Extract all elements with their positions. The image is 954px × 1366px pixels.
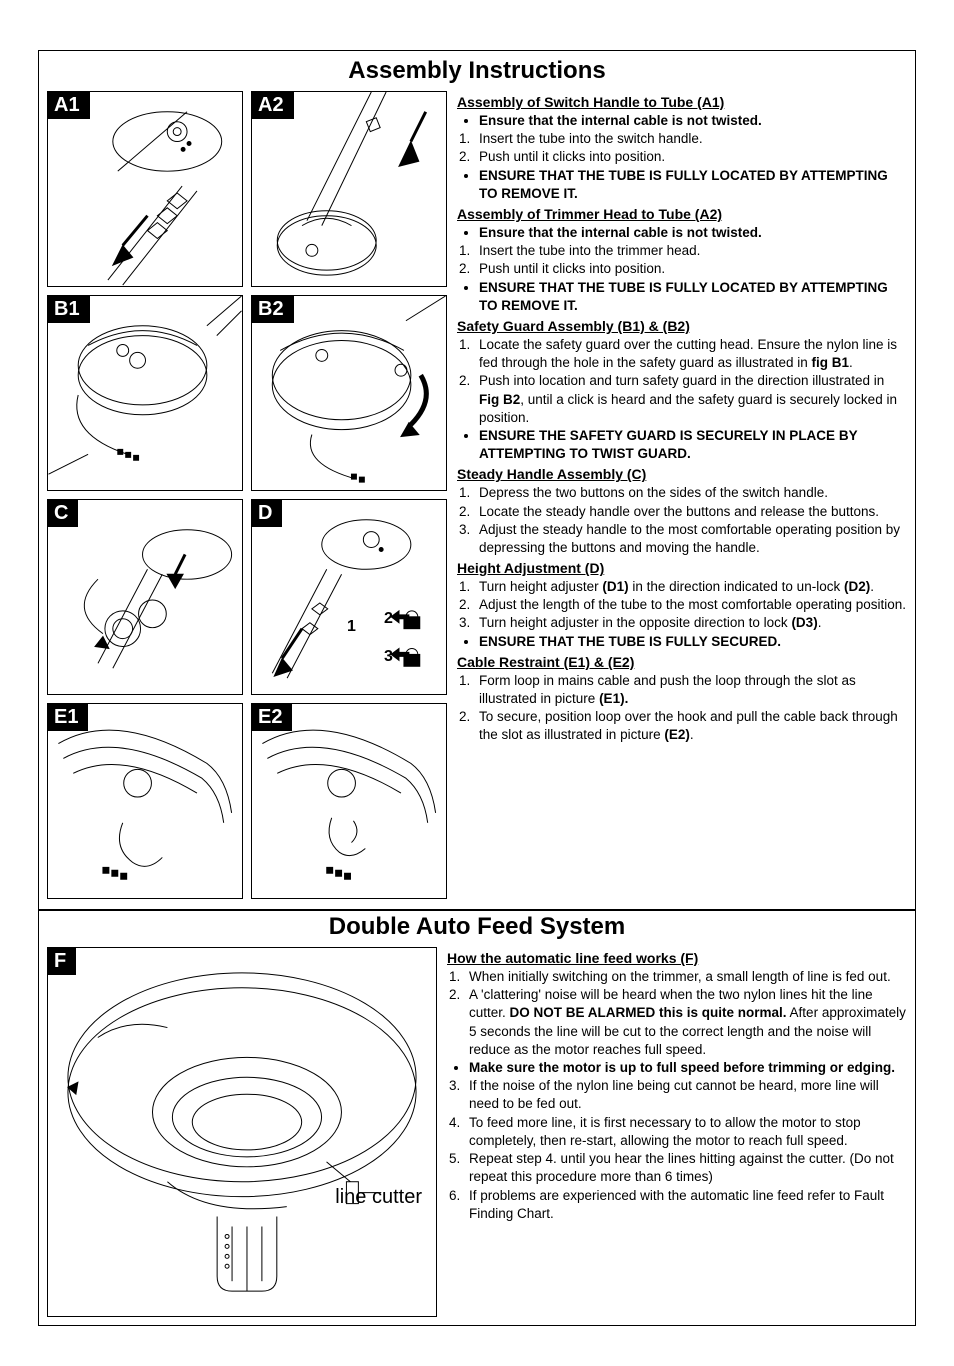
instruction-list: Ensure that the internal cable is not tw… xyxy=(457,224,907,315)
instruction-step: Insert the tube into the switch handle. xyxy=(479,130,907,148)
instruction-step: Push until it clicks into position. xyxy=(479,260,907,278)
d-number-2: 2 xyxy=(384,610,393,628)
line-cutter-label: line cutter xyxy=(335,1186,422,1209)
figure-e2: E2 xyxy=(251,703,447,899)
instruction-step: Depress the two buttons on the sides of … xyxy=(479,484,907,502)
instruction-list: Turn height adjuster (D1) in the directi… xyxy=(457,578,907,651)
diagram-b2 xyxy=(252,296,446,490)
instruction-heading: Steady Handle Assembly (C) xyxy=(457,465,907,484)
figure-label-d: D xyxy=(252,500,282,527)
figure-label-b2: B2 xyxy=(252,296,294,323)
figure-f: F xyxy=(47,947,437,1317)
instruction-step: To secure, position loop over the hook a… xyxy=(479,708,907,744)
instruction-step: Adjust the steady handle to the most com… xyxy=(479,521,907,557)
diagram-d xyxy=(252,500,446,694)
figure-row-b: B1 xyxy=(47,295,447,491)
instruction-heading: Assembly of Trimmer Head to Tube (A2) xyxy=(457,205,907,224)
instruction-bullet: ENSURE THE SAFETY GUARD IS SECURELY IN P… xyxy=(479,427,907,463)
instruction-step: Turn height adjuster (D1) in the directi… xyxy=(479,578,907,596)
instruction-list: Locate the safety guard over the cutting… xyxy=(457,336,907,464)
instruction-list: Ensure that the internal cable is not tw… xyxy=(457,112,907,203)
assembly-section: Assembly Instructions A1 xyxy=(38,50,916,910)
figure-d: D xyxy=(251,499,447,695)
figures-column: A1 xyxy=(47,91,447,899)
instruction-step: When initially switching on the trimmer,… xyxy=(469,968,907,986)
figure-row-a: A1 xyxy=(47,91,447,287)
instruction-step: Adjust the length of the tube to the mos… xyxy=(479,596,907,614)
figure-label-e2: E2 xyxy=(252,704,292,731)
figure-label-c: C xyxy=(48,500,78,527)
figure-c: C xyxy=(47,499,243,695)
diagram-f xyxy=(48,948,436,1316)
instruction-step: A 'clattering' noise will be heard when … xyxy=(469,986,907,1059)
diagram-a1 xyxy=(48,92,242,286)
figure-b1: B1 xyxy=(47,295,243,491)
instructions-column: Assembly of Switch Handle to Tube (A1)En… xyxy=(457,91,907,899)
instruction-bullet: ENSURE THAT THE TUBE IS FULLY LOCATED BY… xyxy=(479,279,907,315)
autofeed-columns: F xyxy=(47,947,907,1317)
d-number-3: 3 xyxy=(384,648,393,666)
figure-label-b1: B1 xyxy=(48,296,90,323)
figure-label-f: F xyxy=(48,948,76,975)
instruction-bullet: Make sure the motor is up to full speed … xyxy=(469,1059,907,1077)
figure-row-e: E1 E2 xyxy=(47,703,447,899)
figure-label-a2: A2 xyxy=(252,92,294,119)
d-number-1: 1 xyxy=(347,618,356,636)
diagram-a2 xyxy=(252,92,446,286)
instruction-bullet: ENSURE THAT THE TUBE IS FULLY LOCATED BY… xyxy=(479,167,907,203)
instruction-heading: How the automatic line feed works (F) xyxy=(447,949,907,968)
instruction-step: If problems are experienced with the aut… xyxy=(469,1187,907,1223)
instruction-heading: Height Adjustment (D) xyxy=(457,559,907,578)
assembly-title: Assembly Instructions xyxy=(47,57,907,85)
figure-label-e1: E1 xyxy=(48,704,88,731)
instruction-list: When initially switching on the trimmer,… xyxy=(447,968,907,1223)
instruction-list: Depress the two buttons on the sides of … xyxy=(457,484,907,557)
instruction-step: Insert the tube into the trimmer head. xyxy=(479,242,907,260)
autofeed-title: Double Auto Feed System xyxy=(47,913,907,941)
instruction-bullet: Ensure that the internal cable is not tw… xyxy=(479,112,907,130)
figure-a2: A2 xyxy=(251,91,447,287)
figure-row-cd: C xyxy=(47,499,447,695)
figure-a1: A1 xyxy=(47,91,243,287)
instruction-step: Form loop in mains cable and push the lo… xyxy=(479,672,907,708)
diagram-c xyxy=(48,500,242,694)
figure-f-wrap: F xyxy=(47,947,437,1317)
instruction-heading: Assembly of Switch Handle to Tube (A1) xyxy=(457,93,907,112)
autofeed-instructions: How the automatic line feed works (F)Whe… xyxy=(447,947,907,1317)
instruction-bullet: ENSURE THAT THE TUBE IS FULLY SECURED. xyxy=(479,633,907,651)
instruction-step: Turn height adjuster in the opposite dir… xyxy=(479,614,907,632)
assembly-columns: A1 xyxy=(47,91,907,899)
instruction-step: Locate the steady handle over the button… xyxy=(479,503,907,521)
instruction-step: Locate the safety guard over the cutting… xyxy=(479,336,907,372)
diagram-b1 xyxy=(48,296,242,490)
instruction-list: Form loop in mains cable and push the lo… xyxy=(457,672,907,745)
instruction-step: Push until it clicks into position. xyxy=(479,148,907,166)
instruction-step: Push into location and turn safety guard… xyxy=(479,372,907,427)
instruction-step: To feed more line, it is first necessary… xyxy=(469,1114,907,1150)
diagram-e1 xyxy=(48,704,242,898)
instruction-step: If the noise of the nylon line being cut… xyxy=(469,1077,907,1113)
instruction-heading: Cable Restraint (E1) & (E2) xyxy=(457,653,907,672)
figure-b2: B2 xyxy=(251,295,447,491)
figure-e1: E1 xyxy=(47,703,243,899)
autofeed-section: Double Auto Feed System F xyxy=(38,910,916,1326)
instruction-heading: Safety Guard Assembly (B1) & (B2) xyxy=(457,317,907,336)
figure-label-a1: A1 xyxy=(48,92,90,119)
diagram-e2 xyxy=(252,704,446,898)
instruction-step: Repeat step 4. until you hear the lines … xyxy=(469,1150,907,1186)
instruction-bullet: Ensure that the internal cable is not tw… xyxy=(479,224,907,242)
